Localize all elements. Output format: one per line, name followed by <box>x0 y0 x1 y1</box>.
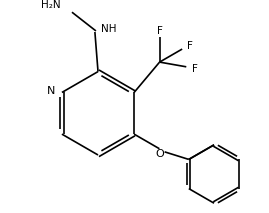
Text: F: F <box>186 41 192 51</box>
Text: O: O <box>155 149 164 159</box>
Text: N: N <box>47 86 56 96</box>
Text: F: F <box>157 26 162 36</box>
Text: H₂N: H₂N <box>41 0 61 10</box>
Text: NH: NH <box>101 24 117 34</box>
Text: F: F <box>192 64 197 74</box>
